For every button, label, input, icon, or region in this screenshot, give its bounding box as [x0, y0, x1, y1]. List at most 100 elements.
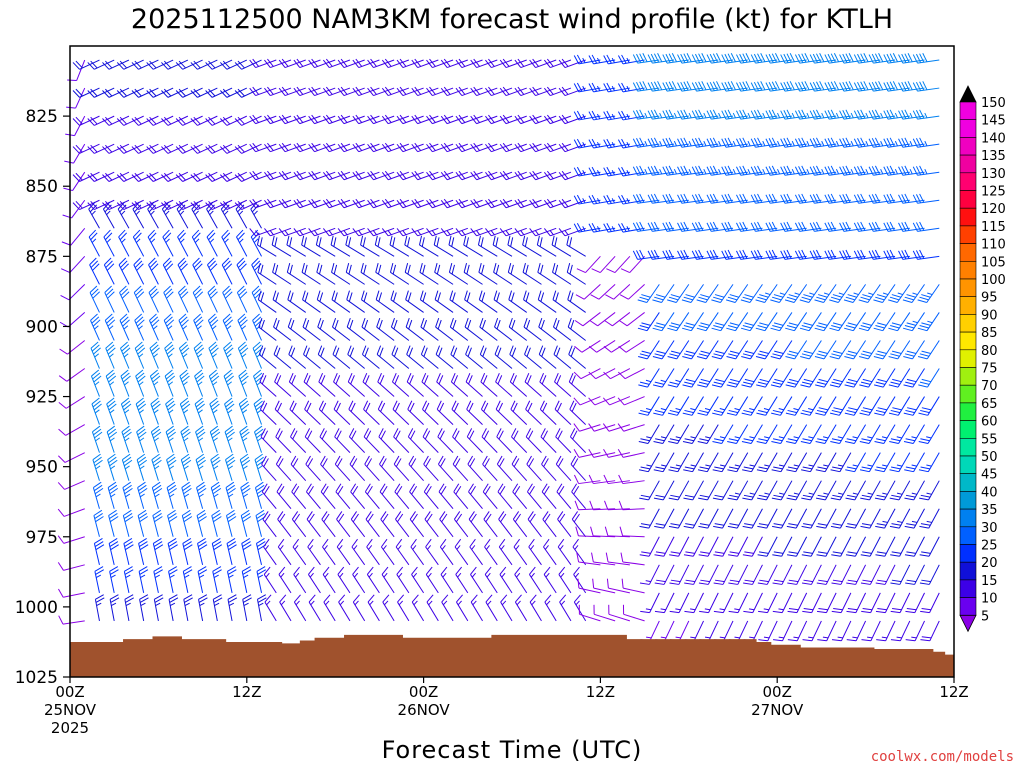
barb-staff — [377, 381, 395, 397]
wind-barb — [316, 290, 336, 313]
barb-feather — [739, 81, 745, 91]
barb-feather — [317, 317, 322, 328]
barb-staff — [751, 536, 763, 557]
wind-barb — [437, 455, 454, 482]
barb-feather — [256, 235, 260, 246]
barb-staff — [579, 396, 601, 406]
barb-feather — [175, 146, 184, 154]
barb-staff — [179, 375, 189, 397]
barb-half-feather — [269, 230, 274, 236]
barb-feather — [765, 138, 771, 148]
barb-feather — [396, 87, 404, 96]
wind-barb — [219, 87, 248, 98]
wind-barb — [183, 594, 193, 622]
barb-feather — [296, 170, 304, 179]
wind-barb — [647, 137, 675, 148]
barb-feather — [190, 202, 198, 210]
barb-half-feather — [323, 545, 328, 550]
barb-feather — [742, 53, 748, 63]
barb-feather — [58, 375, 68, 382]
barb-feather — [318, 264, 323, 275]
barb-staff — [677, 452, 690, 472]
wind-barb — [496, 428, 513, 453]
barb-feather — [223, 341, 232, 349]
barb-staff — [162, 236, 174, 257]
barb-staff — [676, 312, 690, 331]
barb-staff — [794, 368, 808, 388]
barb-feather — [194, 369, 203, 377]
wind-barb — [148, 285, 159, 313]
barb-feather — [210, 372, 219, 380]
barb-half-feather — [184, 574, 190, 579]
barb-staff — [523, 326, 542, 341]
barb-feather — [393, 455, 400, 465]
barb-feather — [348, 237, 352, 247]
barb-staff — [454, 546, 469, 566]
wind-barb — [765, 193, 793, 204]
wind-barb — [367, 58, 395, 69]
wind-barb — [771, 452, 793, 473]
barb-feather — [252, 86, 259, 95]
barb-feather — [815, 469, 826, 473]
barb-feather — [728, 353, 738, 357]
barb-feather — [222, 232, 231, 241]
barb-staff — [740, 115, 763, 120]
barb-feather — [757, 53, 763, 63]
barb-staff — [740, 59, 763, 64]
barb-feather — [757, 249, 763, 259]
barb-feather — [315, 235, 319, 246]
barb-feather — [455, 87, 463, 96]
wind-barb — [393, 428, 410, 453]
wind-barb — [662, 165, 689, 176]
barb-feather — [90, 200, 98, 209]
barb-feather — [517, 114, 525, 123]
barb-feather — [788, 378, 799, 383]
barb-half-feather — [253, 210, 258, 216]
barb-feather — [510, 264, 514, 275]
barb-feather — [241, 512, 251, 520]
wind-barb — [780, 81, 807, 92]
barb-feather — [165, 372, 174, 380]
barb-feather — [322, 171, 330, 181]
barb-feather — [499, 458, 505, 467]
barb-feather — [712, 440, 722, 444]
wind-barb — [743, 564, 763, 585]
barb-feather — [241, 566, 251, 572]
barb-feather — [183, 487, 192, 495]
barb-feather — [694, 53, 701, 63]
barb-feather — [152, 375, 161, 383]
barb-half-feather — [124, 437, 130, 442]
wind-barb — [750, 249, 778, 260]
barb-staff — [529, 601, 542, 622]
barb-feather — [713, 610, 724, 614]
barb-feather — [604, 500, 609, 510]
wind-barb — [293, 170, 321, 181]
barb-feather — [800, 356, 810, 360]
barb-staff — [164, 375, 174, 397]
barb-feather — [105, 88, 113, 97]
barb-feather — [136, 319, 145, 327]
barb-half-feather — [515, 545, 520, 550]
barb-feather — [306, 511, 313, 520]
barb-half-feather — [194, 210, 199, 216]
wind-barb — [481, 428, 498, 453]
barb-feather — [567, 290, 571, 300]
barb-half-feather — [241, 381, 247, 386]
barb-feather — [193, 341, 202, 349]
barb-staff — [675, 284, 690, 303]
barb-staff — [647, 368, 660, 388]
barb-feather — [95, 569, 104, 575]
barb-feather — [632, 110, 638, 120]
barb-feather — [152, 428, 161, 436]
wind-barb — [293, 594, 307, 622]
wind-barb — [470, 566, 483, 594]
barb-staff — [570, 436, 587, 453]
barb-staff — [514, 574, 528, 594]
barb-half-feather — [582, 198, 586, 204]
barb-feather — [408, 319, 413, 330]
barb-staff — [564, 87, 586, 97]
wind-barb — [391, 345, 410, 369]
barb-feather — [724, 110, 730, 119]
barb-feather — [119, 232, 128, 241]
barb-feather — [829, 327, 839, 332]
